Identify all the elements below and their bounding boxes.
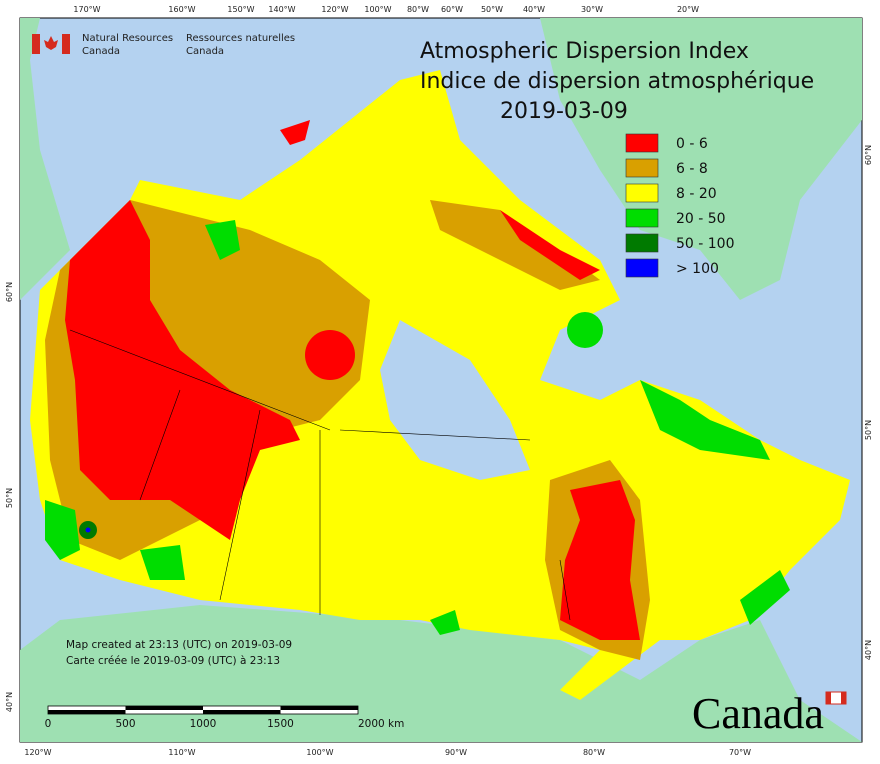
graticule-labels: 170°W 160°W 150°W 140°W 120°W 100°W 80°W 60°W 50…: [5, 5, 873, 757]
wordmark: Canada: [692, 689, 847, 738]
longitude-label: 90°W: [445, 748, 467, 757]
wordmark-flag-bar: [841, 692, 846, 704]
longitude-label: 100°W: [306, 748, 333, 757]
scale-label: 2000 km: [358, 718, 404, 730]
date: 2019-03-09: [500, 99, 628, 124]
zone-0-6-baffin: [500, 210, 600, 280]
zone-20-50-bc: [45, 500, 80, 560]
longitude-label: 40°W: [523, 5, 545, 14]
legend-swatch: [625, 158, 659, 178]
longitude-label: 60°W: [441, 5, 463, 14]
longitude-label: 170°W: [73, 5, 100, 14]
scale-label: 1500: [267, 718, 294, 730]
latitude-label: 60°N: [5, 282, 14, 302]
longitude-label: 80°W: [407, 5, 429, 14]
scale-label: 500: [115, 718, 135, 730]
flag-bar: [62, 34, 70, 54]
longitude-label: 140°W: [268, 5, 295, 14]
zone-0-6-east: [560, 480, 640, 640]
title-en: Atmospheric Dispersion Index: [420, 39, 749, 64]
longitude-label: 120°W: [24, 748, 51, 757]
latitude-label: 60°N: [864, 145, 873, 165]
latitude-label: 40°N: [864, 640, 873, 660]
legend-label: > 100: [676, 261, 719, 277]
zone-0-6-west: [65, 200, 300, 540]
longitude-label: 20°W: [677, 5, 699, 14]
longitude-label: 160°W: [168, 5, 195, 14]
zone-20-50-labrador: [640, 380, 770, 460]
agency-en: Canada: [82, 46, 120, 57]
note: Carte créée le 2019-03-09 (UTC) à 23:13: [66, 655, 280, 667]
zone-6-8-baffin: [430, 200, 600, 290]
note: Map created at 23:13 (UTC) on 2019-03-09: [66, 639, 292, 651]
flag-bar: [32, 34, 40, 54]
scale-bar: 0 500 1000 1500 2000 km: [45, 705, 404, 730]
legend-swatch: [625, 233, 659, 253]
scale-segment: [203, 710, 281, 714]
zone-20-50-baffin: [567, 312, 603, 348]
hudson-bay: [380, 320, 530, 480]
legend-label: 20 - 50: [676, 211, 726, 227]
canada-wordmark: Canada: [692, 689, 824, 738]
wordmark-flag-bar: [826, 692, 831, 704]
zone-0-6-arctic: [280, 120, 310, 145]
longitude-label: 100°W: [364, 5, 391, 14]
latitude-label: 50°N: [864, 420, 873, 440]
agency-signature: Natural Resources Canada Ressources natu…: [32, 33, 295, 57]
borders: [69, 329, 571, 621]
longitude-label: 30°W: [581, 5, 603, 14]
legend-label: 6 - 8: [676, 161, 708, 177]
legend-swatch: [625, 258, 659, 278]
scale-segment: [125, 706, 203, 710]
longitude-label: 110°W: [168, 748, 195, 757]
longitude-label: 120°W: [321, 5, 348, 14]
zone-20-50-maritimes: [740, 570, 790, 625]
legend-swatch: [625, 133, 659, 153]
longitude-label: 150°W: [227, 5, 254, 14]
legend-label: 50 - 100: [676, 236, 735, 252]
scale-label: 1000: [190, 718, 217, 730]
scale-label: 0: [45, 718, 52, 730]
map-frame: [19, 17, 863, 743]
agency-fr: Canada: [186, 46, 224, 57]
zone-20-50-rockies: [140, 545, 185, 580]
legend-label: 0 - 6: [676, 136, 708, 152]
flag-leaf: [44, 36, 58, 50]
legend-label: 8 - 20: [676, 186, 717, 202]
agency-fr: Ressources naturelles: [186, 33, 295, 44]
legend-swatch: [625, 183, 659, 203]
legend: 0 - 6 6 - 8 8 - 20 20 - 50 50 - 100 > 100: [625, 133, 735, 278]
zone-20-50-ontario: [430, 610, 460, 635]
scale-segment: [280, 706, 358, 710]
agency-en: Natural Resources: [82, 33, 173, 44]
latitude-label: 40°N: [5, 692, 14, 712]
longitude-label: 50°W: [481, 5, 503, 14]
longitude-label: 70°W: [729, 748, 751, 757]
zone-over-100: [85, 527, 91, 533]
scale-segment: [48, 710, 126, 714]
zone-20-50-arctic: [205, 220, 240, 260]
zone-0-6-blob: [305, 330, 355, 380]
title-fr: Indice de dispersion atmosphérique: [420, 69, 814, 94]
longitude-label: 80°W: [583, 748, 605, 757]
alaska: [20, 18, 70, 300]
latitude-label: 50°N: [5, 488, 14, 508]
legend-swatch: [625, 208, 659, 228]
greenland: [540, 18, 862, 300]
